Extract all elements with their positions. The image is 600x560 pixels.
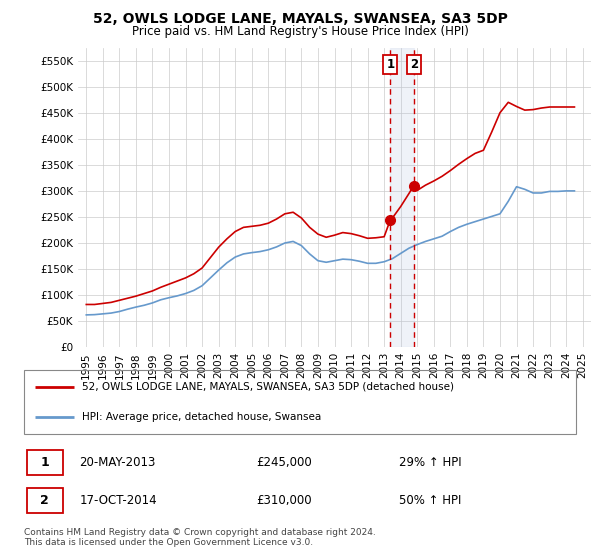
Text: HPI: Average price, detached house, Swansea: HPI: Average price, detached house, Swan… <box>82 412 321 422</box>
Text: 50% ↑ HPI: 50% ↑ HPI <box>400 494 462 507</box>
Text: 52, OWLS LODGE LANE, MAYALS, SWANSEA, SA3 5DP: 52, OWLS LODGE LANE, MAYALS, SWANSEA, SA… <box>92 12 508 26</box>
Text: 2: 2 <box>40 494 49 507</box>
Text: Price paid vs. HM Land Registry's House Price Index (HPI): Price paid vs. HM Land Registry's House … <box>131 25 469 38</box>
Text: £310,000: £310,000 <box>256 494 311 507</box>
Text: 17-OCT-2014: 17-OCT-2014 <box>79 494 157 507</box>
Text: 52, OWLS LODGE LANE, MAYALS, SWANSEA, SA3 5DP (detached house): 52, OWLS LODGE LANE, MAYALS, SWANSEA, SA… <box>82 382 454 392</box>
Text: £245,000: £245,000 <box>256 456 311 469</box>
Text: 1: 1 <box>40 456 49 469</box>
Text: 29% ↑ HPI: 29% ↑ HPI <box>400 456 462 469</box>
Bar <box>391 48 414 347</box>
Text: 2: 2 <box>410 58 418 71</box>
FancyBboxPatch shape <box>27 488 62 514</box>
FancyBboxPatch shape <box>27 450 62 475</box>
Text: 20-MAY-2013: 20-MAY-2013 <box>79 456 155 469</box>
Text: 1: 1 <box>386 58 394 71</box>
Text: Contains HM Land Registry data © Crown copyright and database right 2024.
This d: Contains HM Land Registry data © Crown c… <box>24 528 376 547</box>
